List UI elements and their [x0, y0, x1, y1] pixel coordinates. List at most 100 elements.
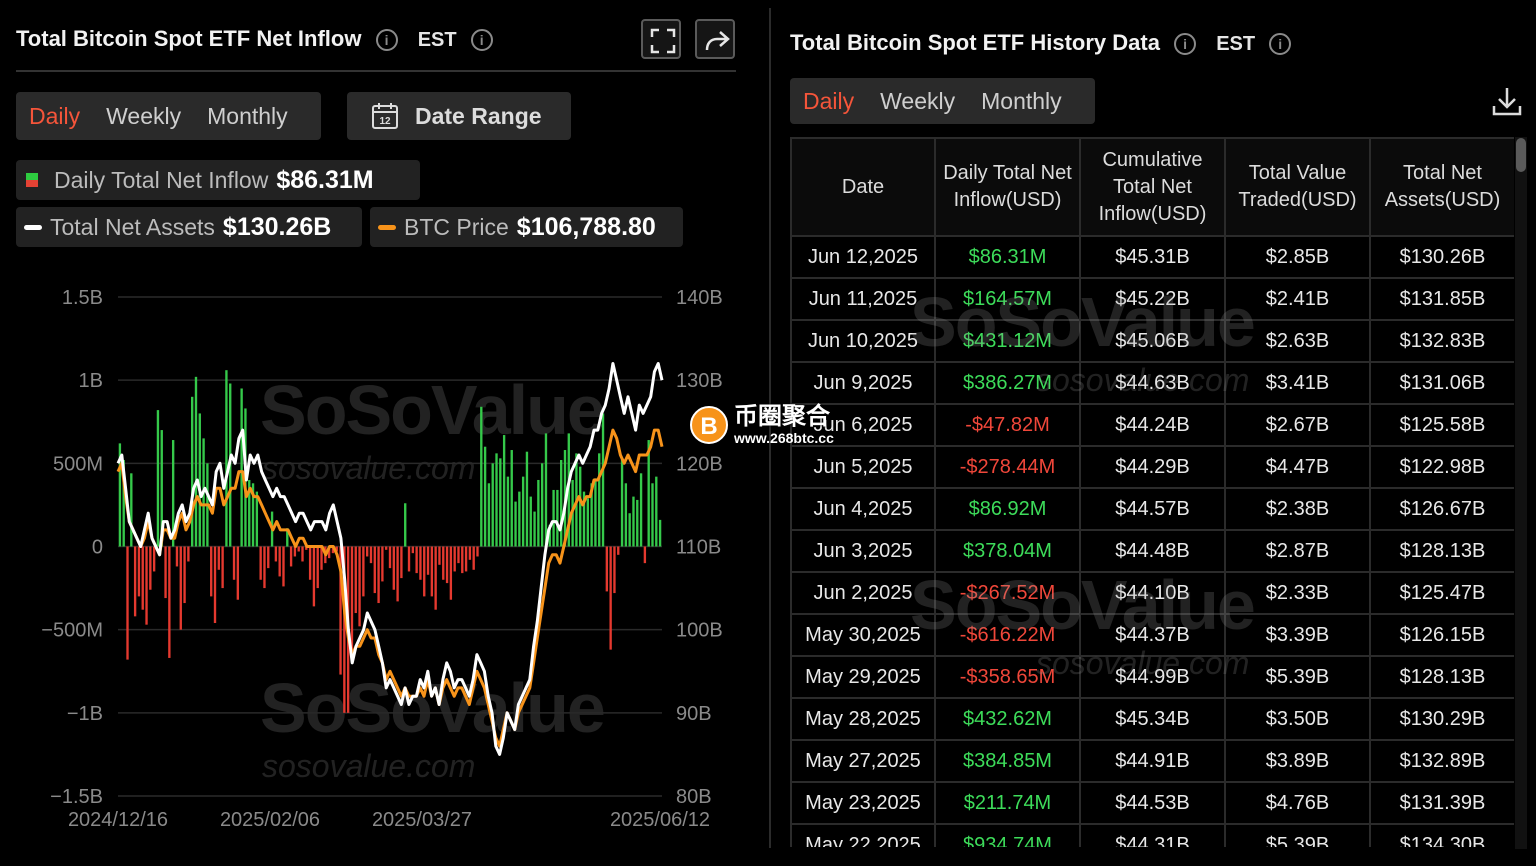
cell-value-traded: $2.41B [1224, 277, 1371, 321]
inflow-bar [643, 546, 647, 564]
cell-date: May 29,2025 [790, 655, 936, 699]
cell-daily-inflow: $432.62M [934, 697, 1081, 741]
table-scroll-thumb[interactable] [1516, 138, 1526, 172]
info-icon[interactable]: i [1269, 33, 1292, 56]
inflow-bar [506, 476, 510, 547]
inflow-bar [350, 546, 354, 653]
inflow-bar [164, 546, 167, 599]
cell-date: Jun 3,2025 [790, 529, 936, 573]
inflow-bar [343, 546, 346, 713]
fullscreen-icon[interactable] [641, 19, 681, 59]
table-row: Jun 9,2025 $386.27M $44.63B $3.41B $131.06B [790, 361, 1514, 405]
btc-price-value: $106,788.80 [516, 212, 656, 241]
inflow-bar [639, 473, 643, 547]
cell-cumulative-inflow: $44.24B [1079, 403, 1226, 447]
cell-date: Jun 12,2025 [790, 235, 936, 279]
inflow-bar [464, 546, 468, 572]
inflow-bar [617, 546, 620, 555]
inflow-bar [171, 440, 175, 547]
inflow-bar [274, 546, 278, 562]
inflow-bar [434, 546, 437, 610]
cell-net-assets: $131.39B [1369, 781, 1514, 825]
inflow-bar [533, 511, 536, 547]
inflow-bar [396, 546, 399, 602]
inflow-bar [141, 546, 144, 610]
cell-cumulative-inflow: $44.31B [1079, 823, 1226, 847]
column-header-value-traded[interactable]: Total Value Traded(USD) [1224, 137, 1371, 237]
cell-net-assets: $134.30B [1369, 823, 1514, 847]
info-icon[interactable]: i [470, 29, 493, 52]
inflow-bar [381, 546, 384, 582]
download-icon[interactable] [1490, 84, 1524, 118]
inflow-bar [636, 499, 639, 547]
inflow-bar [175, 546, 179, 567]
table-row: May 22,2025 $934.74M $44.31B $5.39B $134.30B [790, 823, 1514, 847]
inflow-bar [289, 546, 293, 567]
inflow-bar [126, 546, 129, 660]
x-tick-label: 2024/12/16 [68, 809, 168, 831]
inflow-bar [293, 546, 297, 557]
inflow-bar [598, 453, 601, 547]
inflow-bar [282, 546, 285, 587]
share-icon[interactable] [695, 19, 735, 59]
inflow-bar [594, 478, 597, 547]
btc-price-legend-swatch [378, 224, 396, 230]
timezone-label: EST [417, 28, 457, 51]
inflow-period-tabs: Daily Weekly Monthly [16, 92, 321, 140]
inflow-bar [327, 546, 331, 559]
inflow-bar [267, 546, 270, 569]
cell-net-assets: $128.13B [1369, 655, 1514, 699]
panel-divider [769, 8, 771, 848]
date-range-button[interactable]: 12 Date Range [347, 92, 571, 140]
inflow-bar [423, 546, 426, 597]
inflow-bar [628, 513, 631, 547]
tab-weekly[interactable]: Weekly [106, 102, 182, 129]
tab-monthly[interactable]: Monthly [207, 102, 288, 129]
inflow-bar [183, 546, 186, 604]
net-assets-line [116, 362, 664, 756]
cell-value-traded: $2.63B [1224, 319, 1371, 363]
inflow-bar [179, 546, 182, 630]
inflow-legend-swatch [26, 173, 38, 187]
tab-daily[interactable]: Daily [803, 87, 855, 114]
cell-date: May 27,2025 [790, 739, 936, 783]
inflow-bar [194, 376, 198, 547]
inflow-bar [499, 458, 502, 547]
inflow-title: Total Bitcoin Spot ETF Net Inflow [16, 26, 362, 51]
cell-net-assets: $125.47B [1369, 571, 1514, 615]
inflow-bar [232, 546, 236, 580]
inflow-bar [620, 458, 624, 547]
column-header-cumulative-inflow[interactable]: Cumulative Total Net Inflow(USD) [1079, 137, 1226, 237]
inflow-bar [198, 413, 201, 547]
inflow-bar [221, 546, 224, 589]
info-icon[interactable]: i [1174, 33, 1197, 56]
inflow-bar [130, 473, 133, 547]
table-row: Jun 4,2025 $86.92M $44.57B $2.38B $126.67B [790, 487, 1514, 531]
y-right-tick-label: 120B [676, 453, 723, 475]
inflow-bar [582, 491, 586, 547]
history-title: Total Bitcoin Spot ETF History Data [790, 30, 1160, 55]
cell-date: Jun 6,2025 [790, 403, 936, 447]
tab-weekly[interactable]: Weekly [880, 87, 956, 114]
inflow-bar [335, 546, 338, 552]
column-header-net-assets[interactable]: Total Net Assets(USD) [1369, 137, 1514, 237]
history-table-container: Date Daily Total Net Inflow(USD) Cumulat… [790, 137, 1514, 847]
table-row: May 30,2025 -$616.22M $44.37B $3.39B $126.15… [790, 613, 1514, 657]
inflow-bar [118, 443, 122, 547]
tab-daily[interactable]: Daily [29, 102, 81, 129]
svg-text:12: 12 [379, 116, 391, 127]
tab-monthly[interactable]: Monthly [981, 87, 1062, 114]
column-header-date[interactable]: Date [790, 137, 936, 237]
inflow-bar [472, 546, 475, 570]
inflow-bar [312, 546, 316, 607]
info-icon[interactable]: i [375, 29, 398, 52]
badge-name: 币圈聚合 [734, 403, 830, 430]
inflow-bar [491, 463, 494, 547]
x-tick-label: 2025/06/12 [610, 809, 710, 831]
inflow-bar [415, 546, 418, 574]
inflow-bar [480, 406, 483, 547]
table-scrollbar[interactable] [1515, 137, 1527, 849]
inflow-bar [461, 546, 464, 574]
btc-price-stat: BTC Price $106,788.80 [370, 207, 683, 247]
column-header-daily-inflow[interactable]: Daily Total Net Inflow(USD) [934, 137, 1081, 237]
